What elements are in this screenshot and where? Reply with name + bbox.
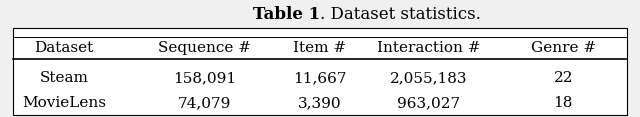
Text: Dataset: Dataset: [35, 41, 93, 55]
Text: . Dataset statistics.: . Dataset statistics.: [320, 6, 481, 23]
Text: 2,055,183: 2,055,183: [390, 71, 468, 85]
Text: Interaction #: Interaction #: [377, 41, 481, 55]
Text: Sequence #: Sequence #: [158, 41, 252, 55]
Bar: [13, 28, 627, 115]
Text: 11,667: 11,667: [293, 71, 347, 85]
Text: 963,027: 963,027: [397, 96, 460, 110]
Text: Item #: Item #: [293, 41, 347, 55]
Text: Table 1: Table 1: [253, 6, 320, 23]
Text: 18: 18: [554, 96, 573, 110]
Text: 74,079: 74,079: [178, 96, 232, 110]
Text: 3,390: 3,390: [298, 96, 342, 110]
Text: Genre #: Genre #: [531, 41, 596, 55]
Text: MovieLens: MovieLens: [22, 96, 106, 110]
Text: Steam: Steam: [40, 71, 88, 85]
Text: 158,091: 158,091: [173, 71, 236, 85]
Text: 22: 22: [554, 71, 573, 85]
